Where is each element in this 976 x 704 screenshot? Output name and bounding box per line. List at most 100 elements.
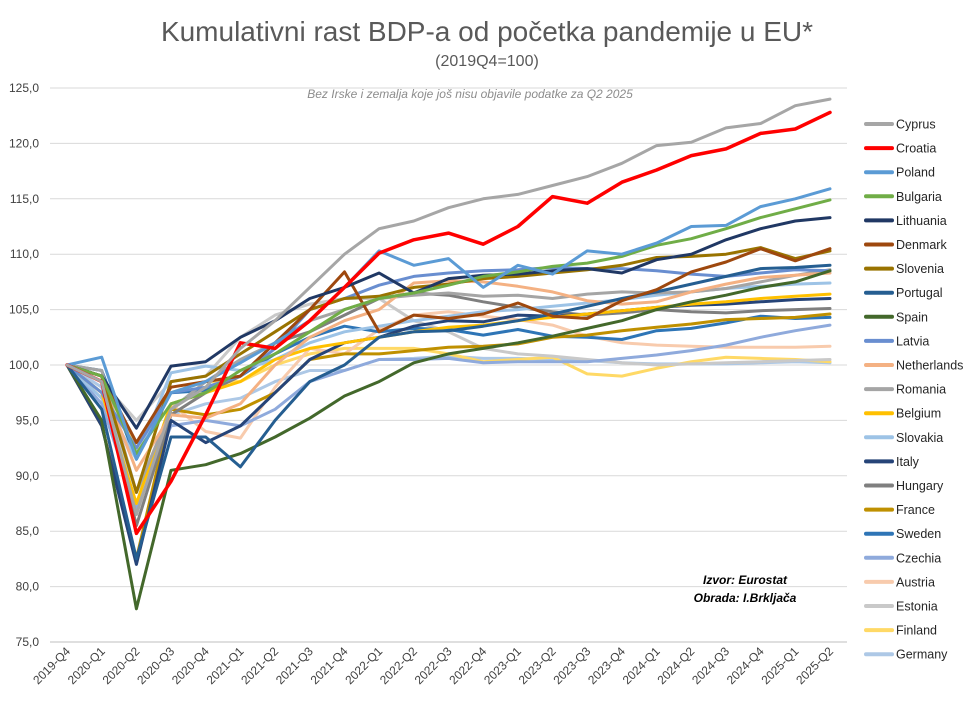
x-tick-label: 2023-Q4 <box>585 644 628 687</box>
legend-label: Slovenia <box>896 262 944 276</box>
series-line-cyprus <box>65 97 832 517</box>
legend-label: Sweden <box>896 527 941 541</box>
x-tick-label: 2024-Q4 <box>724 644 767 687</box>
legend-item-slovakia: Slovakia <box>864 431 943 445</box>
legend-label: Romania <box>896 383 946 397</box>
legend-item-romania: Romania <box>864 383 946 397</box>
legend-label: Belgium <box>896 407 941 421</box>
x-tick-label: 2022-Q4 <box>446 644 489 687</box>
x-tick-label: 2025-Q2 <box>793 644 836 687</box>
series-line-spain <box>65 269 832 611</box>
series-line-france <box>65 312 832 561</box>
legend-label: France <box>896 503 935 517</box>
legend-label: Italy <box>896 455 920 469</box>
series-line-poland <box>65 187 832 461</box>
legend-item-italy: Italy <box>864 455 920 469</box>
y-tick-label: 90,0 <box>16 469 40 483</box>
x-tick-label: 2024-Q2 <box>654 644 697 687</box>
x-tick-label: 2022-Q1 <box>342 644 385 687</box>
x-tick-label: 2020-Q1 <box>65 644 108 687</box>
series-line-hungary <box>65 291 832 528</box>
series-line-bulgaria <box>65 198 832 456</box>
series-line-austria <box>65 310 832 517</box>
legend-item-lithuania: Lithuania <box>864 214 947 228</box>
author-label: Obrada: I.Brkljača <box>694 591 797 605</box>
legend-item-austria: Austria <box>864 575 935 589</box>
legend-label: Hungary <box>896 479 944 493</box>
y-tick-label: 80,0 <box>16 580 40 594</box>
legend-label: Austria <box>896 575 935 589</box>
x-tick-label: 2022-Q2 <box>377 644 420 687</box>
x-tick-label: 2019-Q4 <box>30 644 73 687</box>
legend-item-sweden: Sweden <box>864 527 941 541</box>
legend-label: Poland <box>896 166 935 180</box>
legend-item-latvia: Latvia <box>864 334 929 348</box>
x-tick-label: 2022-Q3 <box>412 644 455 687</box>
x-tick-label: 2020-Q4 <box>169 644 212 687</box>
x-tick-label: 2023-Q3 <box>550 644 593 687</box>
legend-item-france: France <box>864 503 935 517</box>
legend-item-germany: Germany <box>864 648 948 662</box>
y-tick-label: 75,0 <box>16 635 40 649</box>
legend-item-portugal: Portugal <box>864 286 943 300</box>
legend-label: Germany <box>896 648 948 662</box>
series-line-latvia <box>65 266 832 450</box>
legend-item-poland: Poland <box>864 166 935 180</box>
y-tick-label: 85,0 <box>16 524 40 538</box>
series-line-czechia <box>65 323 832 511</box>
y-tick-label: 120,0 <box>9 136 39 150</box>
legend: Cyprus Croatia Poland Bulgaria Lithuania Denm… <box>864 118 963 662</box>
series-line-denmark <box>65 247 832 445</box>
legend-item-bulgaria: Bulgaria <box>864 190 942 204</box>
legend-item-spain: Spain <box>864 310 928 324</box>
legend-item-croatia: Croatia <box>864 142 936 156</box>
x-tick-label: 2020-Q3 <box>134 644 177 687</box>
legend-label: Spain <box>896 310 928 324</box>
legend-item-denmark: Denmark <box>864 238 947 252</box>
series-line-italy <box>65 297 832 566</box>
y-tick-label: 125,0 <box>9 81 39 95</box>
series-line-netherlands <box>65 271 832 472</box>
legend-label: Denmark <box>896 238 947 252</box>
legend-item-finland: Finland <box>864 624 937 638</box>
legend-item-hungary: Hungary <box>864 479 944 493</box>
y-tick-label: 115,0 <box>10 192 39 206</box>
y-axis: 75,0 80,0 85,0 90,0 95,0 100,0 105,0 110,0 115,0… <box>9 81 39 649</box>
legend-label: Cyprus <box>896 118 936 132</box>
x-axis: 2019-Q42020-Q12020-Q22020-Q32020-Q42021-… <box>30 644 836 687</box>
legend-label: Slovakia <box>896 431 943 445</box>
x-tick-label: 2024-Q3 <box>689 644 732 687</box>
y-tick-label: 95,0 <box>16 413 40 427</box>
x-tick-label: 2023-Q1 <box>481 644 524 687</box>
legend-item-belgium: Belgium <box>864 407 941 421</box>
legend-label: Lithuania <box>896 214 947 228</box>
legend-item-cyprus: Cyprus <box>864 118 936 132</box>
legend-label: Croatia <box>896 142 936 156</box>
chart-subtitle: (2019Q4=100) <box>435 53 539 70</box>
series-line-lithuania <box>65 216 832 430</box>
legend-item-netherlands: Netherlands <box>864 359 963 373</box>
x-tick-label: 2025-Q1 <box>759 644 802 687</box>
x-tick-label: 2020-Q2 <box>100 644 143 687</box>
series-lines <box>65 97 832 611</box>
x-tick-label: 2021-Q3 <box>273 644 316 687</box>
legend-label: Finland <box>896 624 937 638</box>
legend-label: Czechia <box>896 551 941 565</box>
x-tick-label: 2021-Q4 <box>308 644 351 687</box>
legend-label: Bulgaria <box>896 190 942 204</box>
x-tick-label: 2024-Q1 <box>620 644 663 687</box>
x-tick-label: 2021-Q1 <box>204 644 247 687</box>
x-tick-label: 2023-Q2 <box>516 644 559 687</box>
legend-item-estonia: Estonia <box>864 600 938 614</box>
legend-label: Portugal <box>896 286 943 300</box>
legend-label: Estonia <box>896 600 938 614</box>
x-tick-label: 2021-Q2 <box>238 644 281 687</box>
y-tick-label: 105,0 <box>9 303 39 317</box>
y-tick-label: 100,0 <box>9 358 39 372</box>
legend-item-czechia: Czechia <box>864 551 941 565</box>
chart-note: Bez Irske i zemalja koje još nisu objavi… <box>307 87 633 101</box>
legend-label: Latvia <box>896 334 929 348</box>
series-line-croatia <box>65 110 832 536</box>
legend-label: Netherlands <box>896 359 963 373</box>
